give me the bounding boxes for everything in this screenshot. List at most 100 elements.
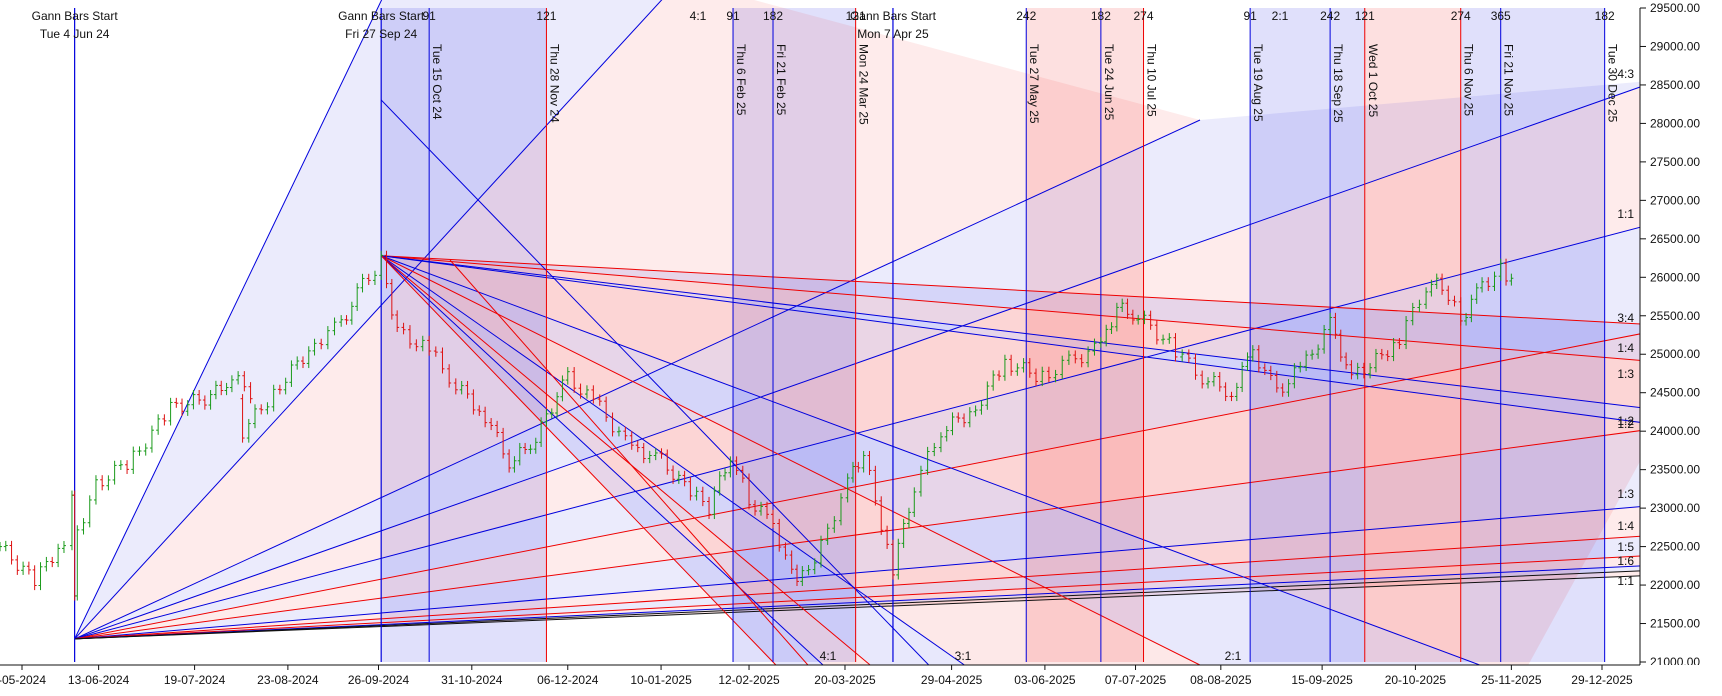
x-tick-label-12: 07-07-2025 [1105, 673, 1167, 687]
top-ratio-label-1: 2:1 [1272, 9, 1289, 23]
x-tick-label-1: 13-06-2024 [68, 673, 130, 687]
cycle-top-label-2: 91 [726, 9, 740, 23]
right-ratio-label-6: 1:2 [1617, 417, 1634, 431]
gann-fans [74, 0, 1661, 691]
cycle-top-label-11: 274 [1451, 9, 1471, 23]
x-tick-label-4: 26-09-2024 [348, 673, 410, 687]
high-fan-line-8 [380, 255, 851, 691]
low-fan-line-8 [74, 534, 1661, 640]
low-fan-line-3 [74, 79, 1661, 640]
x-tick-label-8: 12-02-2025 [718, 673, 780, 687]
x-tick-label-17: 29-12-2025 [1571, 673, 1633, 687]
y-tick-label-11: 26500.00 [1650, 232, 1700, 246]
cycle-date-label-2: Thu 6 Feb 25 [734, 44, 748, 116]
y-tick-label-7: 24500.00 [1650, 386, 1700, 400]
cycle-date-label-1: Thu 28 Nov 24 [547, 44, 561, 123]
cycle-band-3 [773, 8, 856, 662]
cycle-top-label-0: 91 [422, 9, 436, 23]
x-tick-label-9: 20-03-2025 [814, 673, 876, 687]
cycle-top-label-5: 242 [1016, 9, 1036, 23]
x-tick-label-13: 08-08-2025 [1190, 673, 1252, 687]
right-ratio-label-11: 1:1 [1617, 574, 1634, 588]
cycle-top-label-4: 121 [846, 9, 866, 23]
x-tick-label-14: 15-09-2025 [1291, 673, 1353, 687]
cycle-date-label-10: Wed 1 Oct 25 [1366, 44, 1380, 117]
bottom-ratio-label-0: 4:1 [820, 649, 837, 663]
cycle-date-label-12: Fri 21 Nov 25 [1502, 44, 1516, 116]
y-tick-label-16: 29000.00 [1650, 39, 1700, 53]
x-tick-label-0: -05-2024 [0, 673, 46, 687]
high-fan-fill-3 [381, 255, 1661, 680]
cycle-top-label-9: 242 [1320, 9, 1340, 23]
low-fan-line-12 [74, 574, 1661, 640]
low-fan-line-6 [74, 427, 1661, 640]
y-tick-label-17: 29500.00 [1650, 1, 1700, 15]
high-fan-line-6 [380, 255, 1001, 691]
cycle-date-label-8: Tue 19 Aug 25 [1251, 44, 1265, 122]
x-tick-label-2: 19-07-2024 [164, 673, 226, 687]
y-axis-panel [1640, 0, 1722, 696]
cycle-top-label-10: 121 [1355, 9, 1375, 23]
y-tick-label-14: 28000.00 [1650, 116, 1700, 130]
cycle-band-9 [1460, 8, 1501, 662]
x-tick-label-11: 03-06-2025 [1014, 673, 1076, 687]
chart-labels: Gann Bars Start Tue 4 Jun 24 Gann Bars Sta… [32, 9, 1635, 663]
cycle-date-label-9: Thu 18 Sep 25 [1331, 44, 1345, 123]
high-fan-line-3 [381, 255, 1661, 426]
x-tick-label-3: 23-08-2024 [257, 673, 319, 687]
high-fan-line-5 [380, 255, 1251, 691]
cycle-band-2 [733, 8, 774, 662]
x-tick-label-10: 29-04-2025 [921, 673, 983, 687]
cycle-date-label-5: Tue 27 May 25 [1027, 44, 1041, 124]
right-ratio-label-3: 1:4 [1617, 341, 1634, 355]
y-tick-label-2: 22000.00 [1650, 578, 1700, 592]
bottom-ratio-label-2: 2:1 [1225, 649, 1242, 663]
low-fan-line-5 [74, 329, 1661, 640]
y-tick-label-10: 26000.00 [1650, 270, 1700, 284]
high-fan-line-1 [381, 255, 1661, 363]
cycle-date-label-0: Tue 15 Oct 24 [430, 44, 444, 120]
gann-start-label-0: Gann Bars Start [32, 9, 119, 23]
right-ratio-label-7: 1:3 [1617, 487, 1634, 501]
cycle-band-10 [1500, 8, 1605, 662]
right-ratio-label-2: 3:4 [1617, 311, 1634, 325]
mid-fan-line-0 [380, 99, 954, 691]
gann-start-date-1: Fri 27 Sep 24 [345, 27, 417, 41]
cycle-top-label-7: 274 [1134, 9, 1154, 23]
x-tick-label-15: 20-10-2025 [1385, 673, 1447, 687]
gann-start-date-2: Mon 7 Apr 25 [857, 27, 929, 41]
cycle-lines [74, 8, 1606, 662]
low-fan-line-4 [74, 221, 1661, 640]
y-tick-label-12: 27000.00 [1650, 193, 1700, 207]
low-fan-line-7 [74, 504, 1661, 640]
low-fan-line-0 [74, 0, 383, 640]
cycle-band-6 [1250, 8, 1331, 662]
cycle-date-label-4: Mon 24 Mar 25 [857, 44, 871, 125]
bottom-ratio-label-1: 3:1 [955, 649, 972, 663]
right-ratio-label-8: 1:4 [1617, 519, 1634, 533]
gann-start-date-0: Tue 4 Jun 24 [40, 27, 110, 41]
high-fan-line-2 [381, 255, 1661, 411]
cycle-top-label-12: 365 [1491, 9, 1511, 23]
y-tick-label-9: 25500.00 [1650, 309, 1700, 323]
x-axis-panel [0, 665, 1722, 696]
cycle-top-label-8: 91 [1243, 9, 1257, 23]
price-bars [0, 250, 1514, 601]
y-tick-label-4: 23000.00 [1650, 501, 1700, 515]
top-ratio-label-0: 4:1 [690, 9, 707, 23]
y-tick-label-13: 27500.00 [1650, 155, 1700, 169]
gann-start-label-1: Gann Bars Start [338, 9, 425, 23]
y-tick-label-6: 24000.00 [1650, 424, 1700, 438]
high-fan-line-9 [380, 255, 801, 691]
right-ratio-label-0: 4:3 [1617, 67, 1634, 81]
gann-start-label-2: Gann Bars Start [850, 9, 937, 23]
low-fan-line-2 [74, 119, 1201, 640]
right-ratio-label-1: 1:1 [1617, 207, 1634, 221]
high-fan-line-7 [380, 255, 901, 691]
y-tick-label-15: 28500.00 [1650, 78, 1700, 92]
high-fan-fill-4 [381, 255, 1521, 690]
low-fan-line-1 [74, 0, 663, 640]
